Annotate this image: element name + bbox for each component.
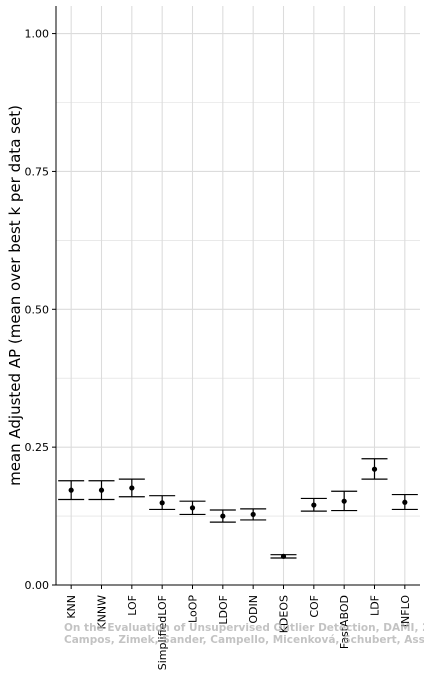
- mean-point: [311, 502, 317, 508]
- tick-labels: 0.00 0.25 0.50 0.75 1.00 KNN KNNW LOF Simplified…: [25, 28, 412, 671]
- x-tick-label: KDEOS: [278, 595, 291, 633]
- mean-point: [371, 466, 378, 472]
- y-tick-label: 0.00: [25, 579, 50, 592]
- mean-point: [250, 511, 256, 518]
- y-axis-label: mean Adjusted AP (mean over best k per d…: [6, 105, 24, 486]
- mean-point: [280, 553, 287, 559]
- mean-point: [402, 499, 408, 505]
- mean-point: [189, 505, 196, 511]
- y-tick-label: 0.25: [25, 441, 50, 454]
- mean-point: [159, 500, 165, 506]
- x-tick-label: LoOP: [187, 595, 200, 623]
- x-tick-label: FastABOD: [338, 595, 351, 649]
- x-tick-label: KNN: [65, 595, 78, 619]
- grid-lines: [56, 6, 420, 586]
- y-tick-label: 1.00: [25, 28, 50, 41]
- y-tick-label: 0.75: [25, 165, 50, 178]
- x-tick-label: INFLO: [399, 595, 412, 628]
- x-tick-label: KNNW: [96, 595, 109, 630]
- axes: [52, 6, 420, 589]
- mean-point: [68, 487, 74, 493]
- x-tick-label: LDF: [369, 595, 382, 616]
- data-marks: [58, 458, 418, 559]
- mean-point: [98, 487, 105, 493]
- mean-point: [129, 485, 135, 491]
- y-tick-label: 0.50: [25, 303, 50, 316]
- x-tick-label: COF: [308, 595, 321, 618]
- x-tick-label: SimplifiedLOF: [156, 595, 169, 670]
- x-tick-label: LOF: [126, 595, 139, 616]
- x-tick-label: ODIN: [247, 595, 260, 624]
- x-tick-label: LDOF: [217, 595, 230, 625]
- mean-point: [341, 498, 347, 504]
- mean-point: [220, 513, 226, 519]
